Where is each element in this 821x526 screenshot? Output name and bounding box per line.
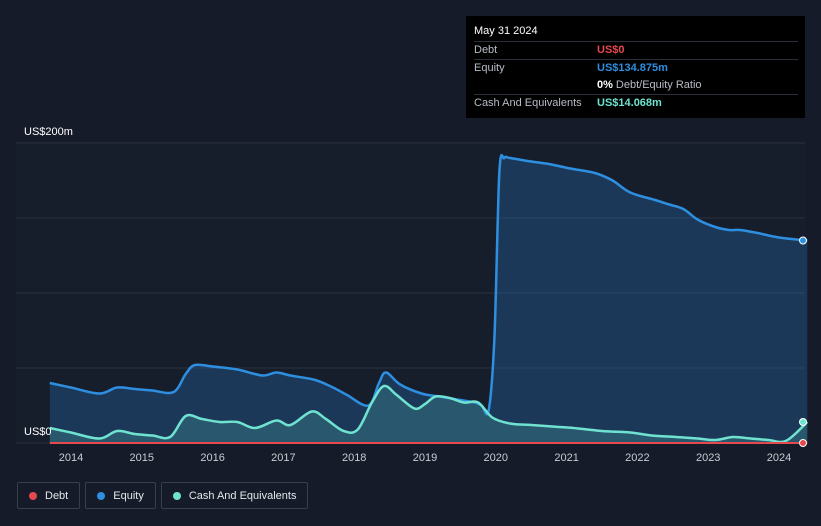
legend: Debt Equity Cash And Equivalents xyxy=(17,482,309,509)
tooltip-equity-label: Equity xyxy=(474,62,505,74)
x-tick-2019: 2019 xyxy=(413,452,437,464)
y-axis-bottom-label: US$0 xyxy=(24,426,52,438)
y-axis-top-label: US$200m xyxy=(24,126,73,138)
tooltip-row-ratio: 0% Debt/Equity Ratio xyxy=(474,77,798,94)
legend-cash-label: Cash And Equivalents xyxy=(188,489,297,502)
x-tick-2014: 2014 xyxy=(59,452,83,464)
legend-debt-label: Debt xyxy=(45,489,69,502)
x-tick-2015: 2015 xyxy=(130,452,154,464)
x-tick-2021: 2021 xyxy=(554,452,578,464)
tooltip-cash-label: Cash And Equivalents xyxy=(474,97,582,109)
tooltip-ratio-value: 0% xyxy=(597,79,613,91)
tooltip-row-debt: Debt US$0 xyxy=(474,41,798,59)
legend-item-equity[interactable]: Equity xyxy=(85,482,156,509)
tooltip-debt-value: US$0 xyxy=(597,44,625,56)
legend-item-debt[interactable]: Debt xyxy=(17,482,81,509)
series-lines xyxy=(49,153,809,445)
cash-and-equivalents-area xyxy=(49,385,808,443)
equity-endpoint xyxy=(799,236,807,245)
legend-cash-dot xyxy=(172,491,181,500)
x-tick-2020: 2020 xyxy=(484,452,508,464)
tooltip-row-equity: Equity US$134.875m xyxy=(474,59,798,77)
debt-endpoint xyxy=(799,439,807,447)
series-endpoints xyxy=(799,236,807,447)
x-tick-2023: 2023 xyxy=(696,452,720,464)
tooltip-equity-value: US$134.875m xyxy=(597,62,668,74)
tooltip-date: May 31 2024 xyxy=(474,25,538,37)
tooltip-debt-label: Debt xyxy=(474,44,498,56)
x-tick-2017: 2017 xyxy=(271,452,295,464)
x-tick-2018: 2018 xyxy=(342,452,366,464)
cash-and-equivalents-line xyxy=(49,384,809,444)
tooltip-ratio-label: Debt/Equity Ratio xyxy=(615,79,702,91)
x-axis-ticks: 2014 2015 2016 2017 2018 2019 2020 2021 2022 2023… xyxy=(59,452,791,464)
x-tick-2016: 2016 xyxy=(200,452,224,464)
x-tick-2022: 2022 xyxy=(625,452,649,464)
cash-and-equivalents-endpoint xyxy=(799,418,807,426)
legend-debt-dot xyxy=(29,491,37,500)
legend-equity-dot xyxy=(97,491,106,500)
legend-equity-label: Equity xyxy=(113,489,144,502)
tooltip-panel: May 31 2024 Debt US$0 Equity US$134.875m… xyxy=(466,16,805,118)
legend-item-cash[interactable]: Cash And Equivalents xyxy=(160,482,309,509)
x-tick-2024: 2024 xyxy=(767,452,791,464)
tooltip-row-cash: Cash And Equivalents US$14.068m xyxy=(474,94,798,112)
tooltip-cash-value: US$14.068m xyxy=(597,97,662,109)
equity-line xyxy=(49,153,808,416)
